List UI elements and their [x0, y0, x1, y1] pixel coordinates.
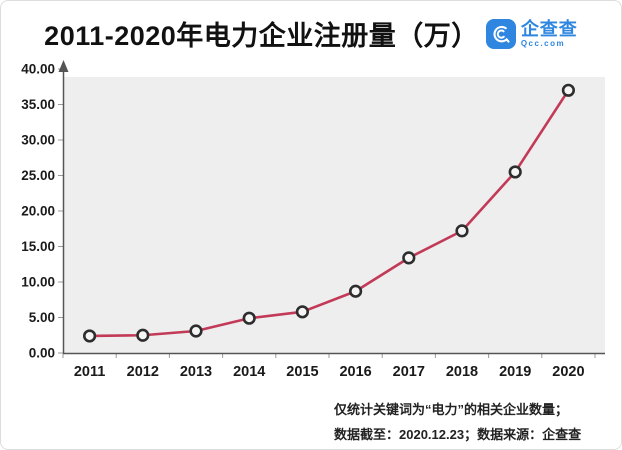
y-tick-label: 20.00	[21, 204, 55, 219]
qichacha-swirl-icon	[485, 18, 516, 49]
y-tick-label: 40.00	[21, 62, 55, 77]
y-axis-arrow	[58, 60, 69, 72]
data-point-2014	[242, 311, 256, 325]
footnote-line-1: 仅统计关键词为“电力”的相关企业数量；	[334, 402, 569, 417]
x-tick-label: 2018	[446, 364, 478, 380]
y-tick-label: 30.00	[21, 133, 55, 148]
data-point-2011	[82, 329, 97, 343]
x-tick-label: 2019	[499, 364, 531, 380]
x-tick-label: 2014	[233, 364, 265, 380]
y-tick-label: 35.00	[21, 97, 55, 112]
plot-area	[63, 77, 605, 353]
x-tick-label: 2017	[393, 364, 425, 380]
x-tick-label: 2012	[127, 364, 159, 380]
data-point-2018	[455, 224, 469, 238]
data-point-2015	[295, 305, 310, 319]
data-point-2016	[349, 284, 363, 298]
data-point-2012	[136, 328, 150, 342]
data-point-2020	[561, 83, 576, 97]
x-tick-label: 2020	[552, 364, 584, 380]
x-tick-label: 2015	[286, 364, 318, 380]
data-point-2013	[189, 324, 203, 338]
logo-domain: Qcc.com	[520, 38, 566, 48]
data-point-2019	[508, 165, 522, 179]
y-tick-label: 10.00	[21, 275, 55, 290]
footnote-line-2: 数据截至：2020.12.23；数据来源：企查查	[334, 427, 582, 442]
y-tick-label: 15.00	[21, 239, 55, 254]
qichacha-logo: 企查查 Qcc.com	[485, 18, 578, 49]
data-point-2017	[402, 251, 416, 265]
y-tick-label: 0.00	[29, 346, 55, 361]
x-tick-label: 2013	[180, 364, 212, 380]
chart-title: 2011-2020年电力企业注册量（万）	[44, 21, 479, 51]
chart-footnote: 仅统计关键词为“电力”的相关企业数量； 数据截至：2020.12.23；数据来源…	[334, 397, 581, 447]
y-tick-label: 5.00	[29, 310, 55, 325]
x-tick-label: 2016	[339, 364, 371, 380]
chart-header: 2011-2020年电力企业注册量（万） 企查查 Qcc.com	[1, 14, 621, 53]
line-chart: 0.00 5.00 10.00 15.00 20.00 25.00 30.00 35.00 40…	[21, 60, 605, 380]
x-tick-label: 2011	[74, 364, 105, 380]
logo-text: 企查查 Qcc.com	[521, 20, 578, 48]
logo-brand: 企查查	[520, 18, 578, 39]
data-line	[89, 89, 570, 338]
y-tick-label: 25.00	[21, 168, 55, 183]
